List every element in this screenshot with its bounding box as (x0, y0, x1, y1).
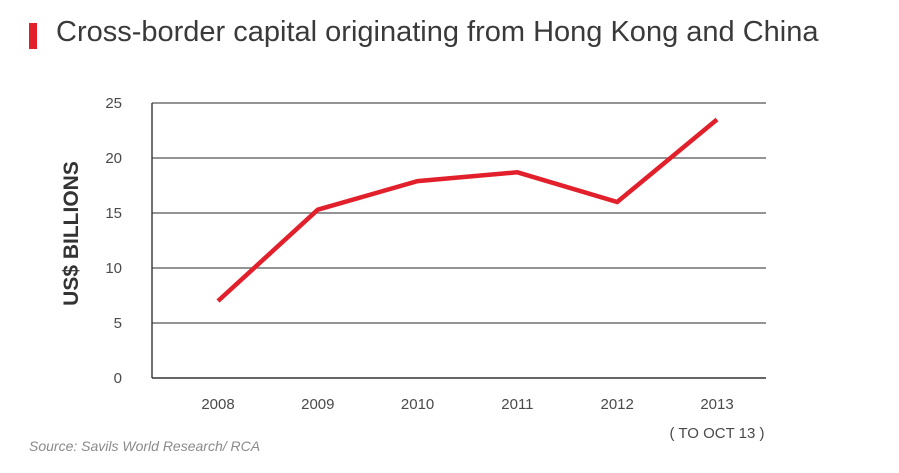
x-tick-label: 2013 (700, 396, 733, 413)
x-tick-label: 2012 (601, 396, 634, 413)
x-tick-label: 2008 (201, 396, 234, 413)
y-axis-label: US$ BILLIONS (60, 161, 83, 306)
y-tick-label: 10 (105, 260, 122, 277)
source-note: Source: Savils World Research/ RCA (29, 438, 261, 454)
y-tick-label: 15 (105, 205, 122, 222)
y-tick-label: 20 (105, 150, 122, 167)
title-accent-bar (29, 23, 37, 49)
x-category-note: ( TO OCT 13 ) (669, 425, 764, 442)
series-line (216, 117, 719, 303)
x-tick-label: 2010 (401, 396, 434, 413)
y-tick-label: 5 (114, 315, 122, 332)
y-tick-label: 0 (114, 370, 122, 387)
x-tick-label: 2009 (301, 396, 334, 413)
x-tick-label: 2011 (501, 396, 533, 413)
y-tick-label: 25 (105, 95, 122, 112)
chart-title: Cross-border capital originating from Ho… (56, 16, 819, 48)
